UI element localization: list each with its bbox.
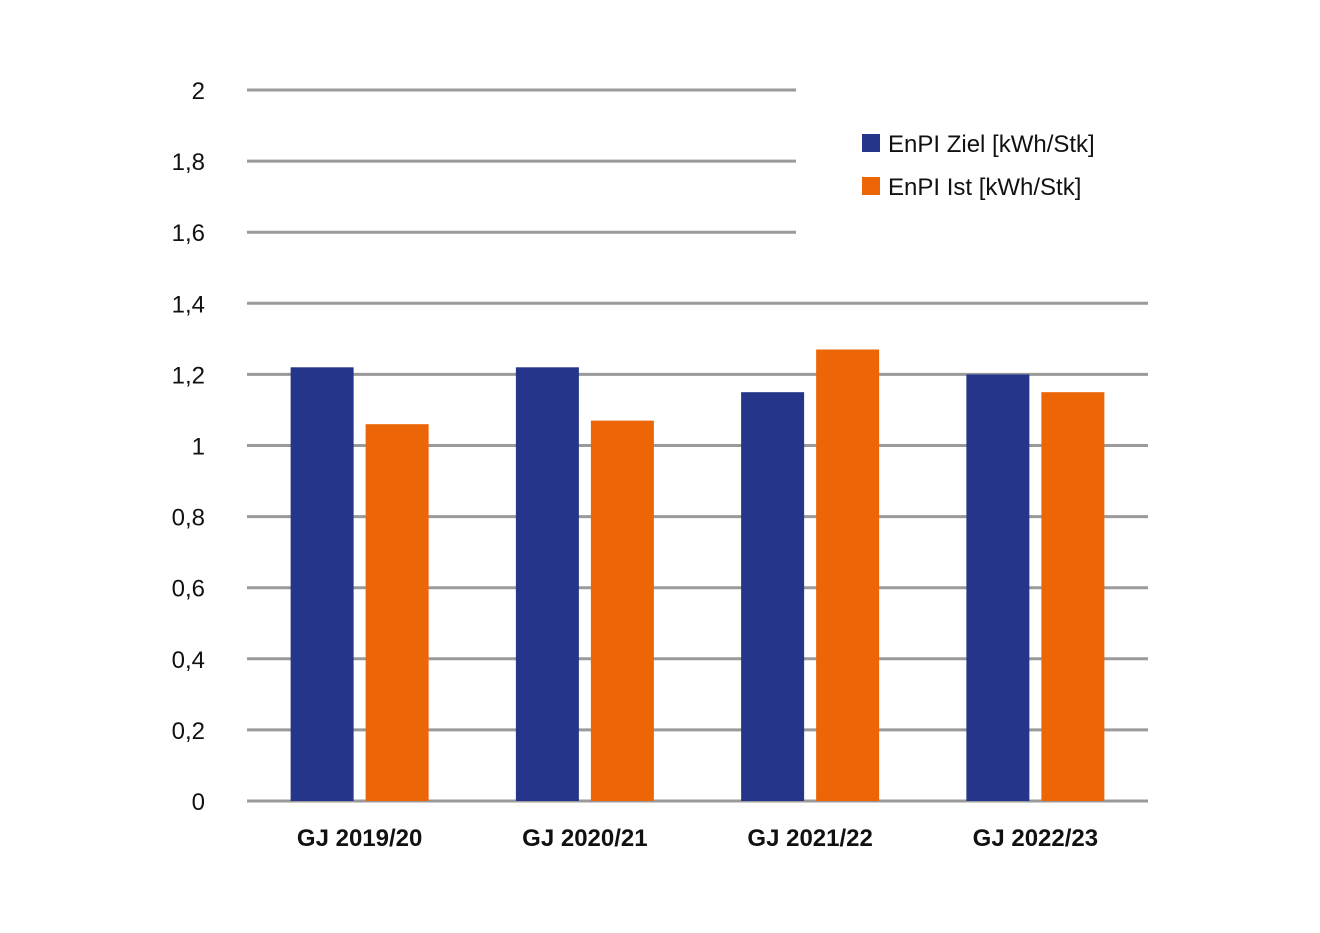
- bar-ist-2: [590, 420, 654, 801]
- y-tick-label: 1,8: [172, 149, 205, 176]
- y-tick-label: 0: [192, 789, 205, 816]
- legend-swatch: [862, 177, 880, 195]
- y-tick-label: 0,4: [172, 647, 205, 674]
- bar-ziel-4: [966, 374, 1030, 801]
- y-tick-label: 2: [192, 78, 205, 105]
- legend: EnPI Ziel [kWh/Stk] EnPI Ist [kWh/Stk]: [862, 131, 1095, 201]
- y-tick-label: 0,2: [172, 718, 205, 745]
- x-category-label: GJ 2019/20: [297, 825, 422, 852]
- x-category-label: GJ 2021/22: [747, 825, 872, 852]
- bar-ziel-2: [515, 367, 579, 801]
- legend-label: EnPI Ziel [kWh/Stk]: [888, 131, 1095, 158]
- legend-label: EnPI Ist [kWh/Stk]: [888, 174, 1081, 201]
- y-tick-label: 1,4: [172, 291, 205, 318]
- bar-ziel-1: [290, 367, 354, 801]
- bar-ist-4: [1041, 392, 1105, 801]
- x-category-label: GJ 2020/21: [522, 825, 647, 852]
- bar-ist-3: [816, 349, 880, 801]
- legend-swatch: [862, 134, 880, 152]
- y-tick-label: 0,8: [172, 505, 205, 532]
- bar-ziel-3: [741, 392, 805, 801]
- x-category-label: GJ 2022/23: [973, 825, 1098, 852]
- y-tick-label: 1: [192, 434, 205, 461]
- y-tick-label: 1,6: [172, 220, 205, 247]
- y-tick-label: 1,2: [172, 362, 205, 389]
- y-tick-label: 0,6: [172, 576, 205, 603]
- x-axis-category-labels: GJ 2019/20 GJ 2020/21 GJ 2021/22 GJ 2022/23: [297, 825, 1098, 852]
- y-axis-tick-labels: 0 0,2 0,4 0,6 0,8 1 1,2 1,4 1,6 1,8 2: [172, 78, 205, 816]
- bars: [290, 349, 1105, 801]
- bar-ist-1: [365, 424, 429, 801]
